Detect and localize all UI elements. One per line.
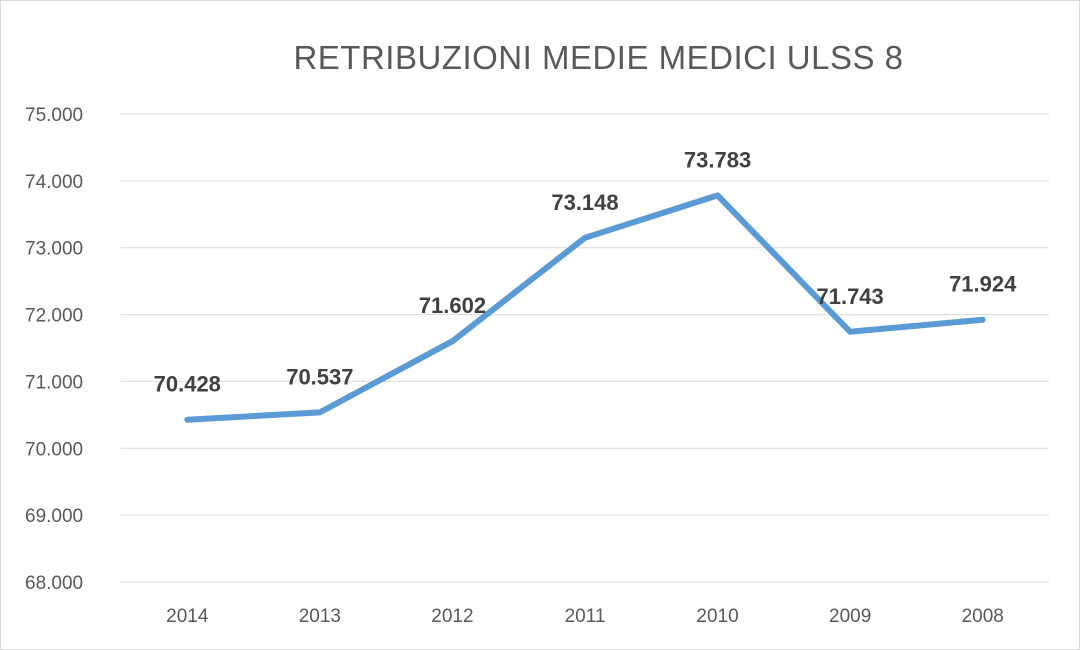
data-point bbox=[584, 237, 586, 239]
data-point bbox=[186, 419, 188, 421]
data-label: 71.602 bbox=[419, 293, 486, 318]
y-tick-label: 71.000 bbox=[25, 372, 83, 393]
chart-title: RETRIBUZIONI MEDIE MEDICI ULSS 8 bbox=[293, 39, 904, 76]
x-tick-label: 2013 bbox=[299, 606, 341, 627]
x-tick-label: 2008 bbox=[962, 606, 1004, 627]
y-tick-label: 73.000 bbox=[25, 239, 83, 260]
y-tick-label: 72.000 bbox=[25, 306, 83, 327]
y-tick-label: 69.000 bbox=[25, 506, 83, 527]
data-point bbox=[849, 331, 851, 333]
data-label: 73.148 bbox=[551, 190, 618, 215]
data-label: 71.924 bbox=[949, 272, 1017, 297]
data-point bbox=[717, 194, 719, 196]
data-label: 73.783 bbox=[684, 147, 751, 172]
y-tick-label: 68.000 bbox=[25, 573, 83, 594]
x-tick-label: 2009 bbox=[829, 606, 871, 627]
data-label: 70.428 bbox=[154, 372, 221, 397]
data-point bbox=[982, 319, 984, 321]
x-tick-label: 2012 bbox=[431, 606, 473, 627]
data-point bbox=[319, 411, 321, 413]
data-label: 70.537 bbox=[286, 364, 353, 389]
x-tick-label: 2011 bbox=[565, 606, 606, 627]
y-tick-label: 70.000 bbox=[25, 439, 83, 460]
y-tick-label: 75.000 bbox=[25, 105, 83, 126]
y-tick-label: 74.000 bbox=[25, 172, 83, 193]
data-point bbox=[451, 340, 453, 342]
x-tick-label: 2010 bbox=[696, 606, 738, 627]
data-label: 71.743 bbox=[816, 284, 883, 309]
x-tick-label: 2014 bbox=[166, 606, 209, 627]
